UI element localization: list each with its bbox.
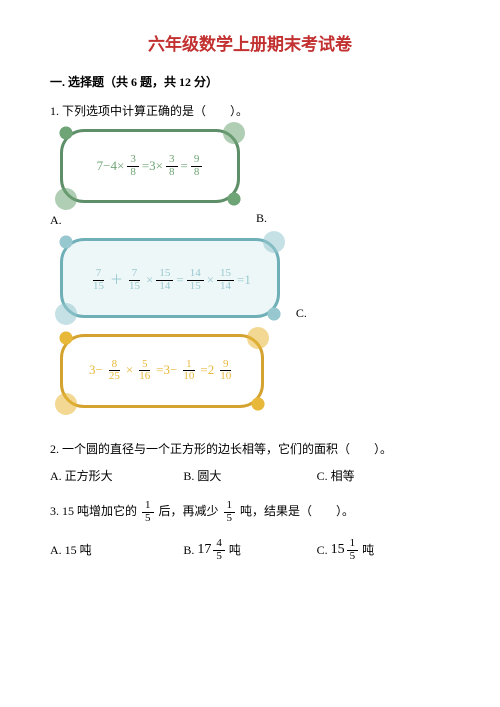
q1-option-b-frame: 715 ＋ 715 × 1514 = 1415 × 1514 =1 bbox=[60, 238, 280, 317]
q3-option-b: B. 17 45 吨 bbox=[183, 538, 316, 562]
question-3: 3. 15 吨增加它的 15 后，再减少 15 吨，结果是（ ）。 A. 15 … bbox=[50, 500, 450, 562]
q1-option-a-frame: 7−4× 38 =3× 38 = 98 bbox=[60, 129, 240, 203]
q1-label-a: A. bbox=[50, 211, 62, 230]
q1-label-b: B. bbox=[256, 209, 267, 228]
q2-option-a: A. 正方形大 bbox=[50, 467, 183, 486]
formula-b: 715 ＋ 715 × 1514 = 1415 × 1514 =1 bbox=[89, 268, 251, 292]
question-1: 1. 下列选项中计算正确的是（ ）。 7−4× 38 =3× 38 = 98 bbox=[50, 102, 450, 416]
q3-option-c: C. 15 15 吨 bbox=[317, 538, 450, 562]
formula-c: 3− 825 × 516 =3− 110 =2 910 bbox=[89, 359, 235, 383]
q1-stem: 1. 下列选项中计算正确的是（ ）。 bbox=[50, 102, 450, 121]
section-header: 一. 选择题（共 6 题，共 12 分） bbox=[50, 73, 450, 90]
question-2: 2. 一个圆的直径与一个正方形的边长相等，它们的面积（ ）。 A. 正方形大 B… bbox=[50, 440, 450, 486]
q1-label-c: C. bbox=[296, 304, 307, 323]
q2-option-b: B. 圆大 bbox=[183, 467, 316, 486]
q2-option-c: C. 相等 bbox=[317, 467, 450, 486]
q2-stem: 2. 一个圆的直径与一个正方形的边长相等，它们的面积（ ）。 bbox=[50, 440, 450, 459]
formula-a: 7−4× 38 =3× 38 = 98 bbox=[97, 154, 204, 178]
q3-option-a: A. 15 吨 bbox=[50, 538, 183, 562]
q3-stem: 3. 15 吨增加它的 15 后，再减少 15 吨，结果是（ ）。 bbox=[50, 500, 450, 524]
q1-option-c-frame: 3− 825 × 516 =3− 110 =2 910 bbox=[60, 334, 264, 408]
page-title: 六年级数学上册期末考试卷 bbox=[50, 30, 450, 55]
